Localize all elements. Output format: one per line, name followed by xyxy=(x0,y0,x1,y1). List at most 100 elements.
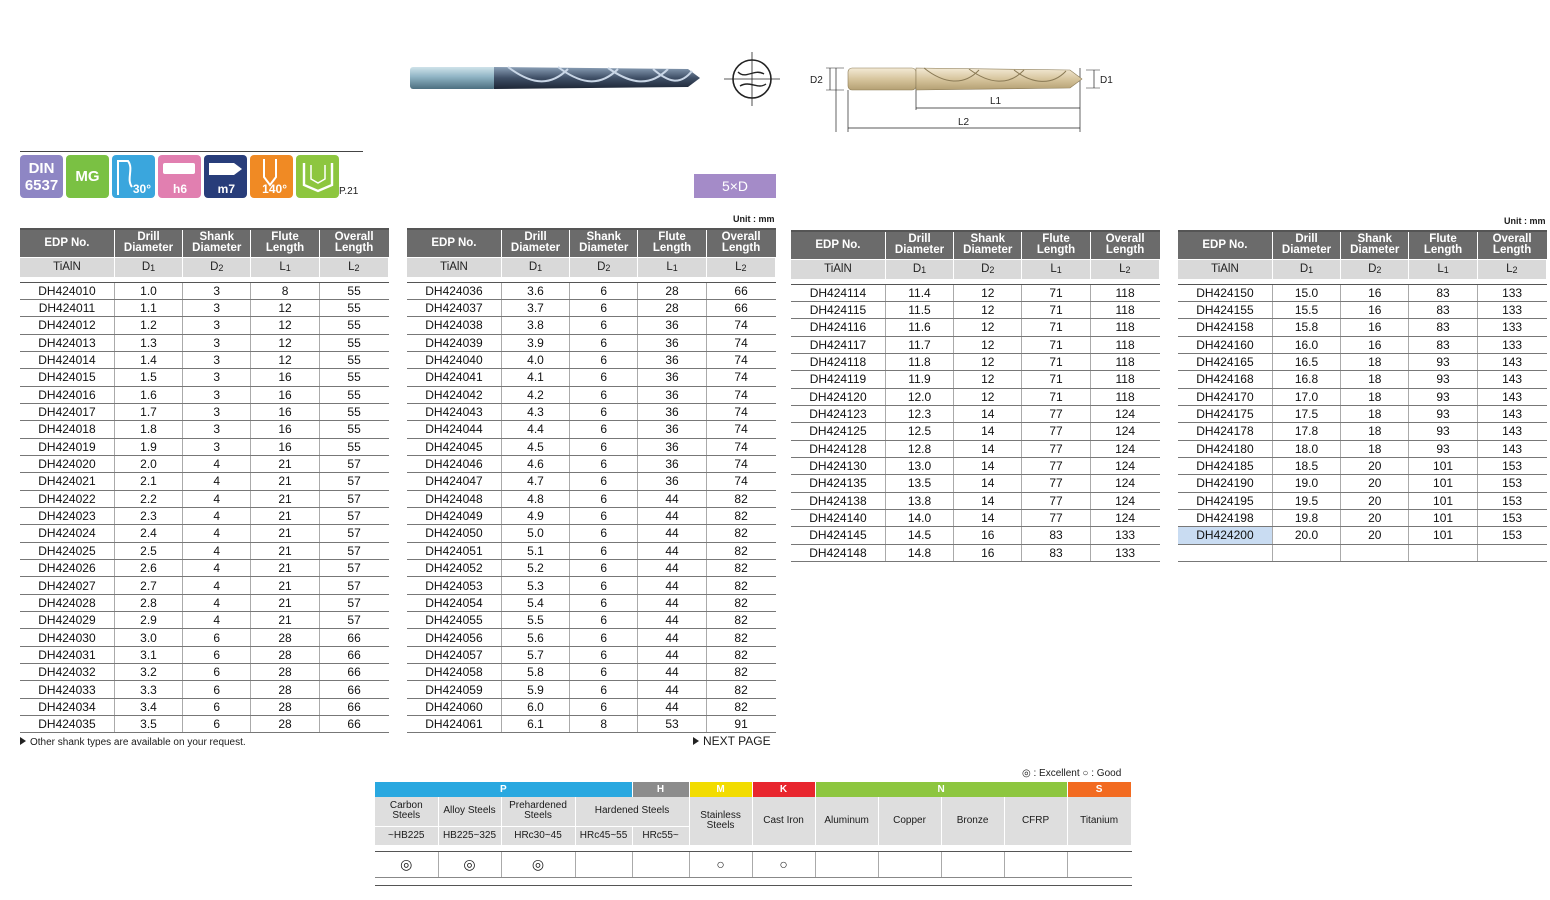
cell-flute-length: 71 xyxy=(1021,336,1091,354)
table-row xyxy=(1178,544,1547,563)
cell-flute-length: 28 xyxy=(250,663,320,682)
cell-drill-diameter: 17.5 xyxy=(1272,405,1342,424)
symbol-d2: D2 xyxy=(1340,258,1410,279)
cell-overall-length: 153 xyxy=(1477,474,1547,493)
cell-shank-diameter: 3 xyxy=(182,299,252,318)
cell-edp-no: DH424058 xyxy=(407,663,502,682)
cell-flute-length: 101 xyxy=(1408,457,1478,476)
cell-drill-diameter: 1.6 xyxy=(114,386,184,404)
cell-drill-diameter: 15.5 xyxy=(1272,301,1342,320)
table-row: DH424056 5.6 6 44 82 xyxy=(407,628,776,647)
cell-shank-diameter: 4 xyxy=(182,507,252,526)
material-name: Titanium xyxy=(1067,797,1132,845)
cell-edp-no: DH424178 xyxy=(1178,422,1273,441)
diameter-tolerance-icon: m7 xyxy=(204,155,247,198)
symbol-d1: D1 xyxy=(885,258,955,279)
table-row: DH424015 1.5 3 16 55 xyxy=(20,368,389,387)
cell-overall-length: 55 xyxy=(319,368,389,387)
cell-overall-length: 124 xyxy=(1090,440,1160,458)
cell-drill-diameter: 4.0 xyxy=(501,351,571,370)
cell-overall-length: 55 xyxy=(319,299,389,318)
cell-shank-diameter: 6 xyxy=(182,715,252,734)
table-row: DH424125 12.5 14 77 124 xyxy=(791,422,1160,441)
cell-overall-length: 124 xyxy=(1090,509,1160,528)
cell-edp-no: DH424035 xyxy=(20,715,115,734)
cell-overall-length: 55 xyxy=(319,403,389,422)
cell-shank-diameter: 12 xyxy=(953,336,1023,354)
cell-drill-diameter: 14.8 xyxy=(885,544,955,563)
table-row: DH424057 5.7 6 44 82 xyxy=(407,646,776,665)
cell-edp-no: DH424120 xyxy=(791,388,886,406)
cell-drill-diameter: 3.9 xyxy=(501,334,571,352)
label-d1: D1 xyxy=(1100,75,1113,86)
next-arrow-icon xyxy=(693,737,699,745)
cell-edp-no: DH424117 xyxy=(791,336,886,354)
cell-drill-diameter: 4.5 xyxy=(501,438,571,456)
next-page-link[interactable]: NEXT PAGE xyxy=(693,734,771,748)
cell-edp-no: DH424014 xyxy=(20,351,115,370)
material-rating xyxy=(815,851,879,878)
hardness-range: HB225~325 xyxy=(438,825,502,845)
cell-flute-length: 12 xyxy=(250,316,320,335)
table-row: DH424118 11.8 12 71 118 xyxy=(791,353,1160,372)
table-row: DH424178 17.8 18 93 143 xyxy=(1178,422,1547,441)
point-angle-icon: 140° xyxy=(250,155,293,198)
cell-shank-diameter: 12 xyxy=(953,370,1023,389)
cell-flute-length: 16 xyxy=(250,386,320,404)
cell-shank-diameter: 12 xyxy=(953,284,1023,302)
material-name: Aluminum xyxy=(815,797,879,845)
cell-overall-length: 82 xyxy=(706,698,776,717)
cell-edp-no: DH424059 xyxy=(407,680,502,699)
cell-overall-length: 118 xyxy=(1090,370,1160,389)
material-rating: ○ xyxy=(752,851,816,878)
cell-flute-length: 21 xyxy=(250,594,320,613)
table-row: DH424148 14.8 16 83 133 xyxy=(791,544,1160,563)
cell-overall-length: 82 xyxy=(706,628,776,647)
din-standard-icon: DIN 6537 xyxy=(20,155,63,198)
material-rating: ◎ xyxy=(375,851,439,878)
cell-flute-length: 71 xyxy=(1021,318,1091,337)
cell-flute-length: 83 xyxy=(1408,318,1478,337)
cell-flute-length: 28 xyxy=(637,299,707,318)
cell-edp-no: DH424040 xyxy=(407,351,502,370)
cell-overall-length: 82 xyxy=(706,524,776,543)
cell-drill-diameter: 5.9 xyxy=(501,680,571,699)
cell-shank-diameter: 14 xyxy=(953,474,1023,493)
cell-flute-length: 28 xyxy=(637,282,707,300)
cell-drill-diameter: 11.4 xyxy=(885,284,955,302)
table-row: DH424155 15.5 16 83 133 xyxy=(1178,301,1547,320)
symbol-d1: D1 xyxy=(501,256,571,277)
cell-overall-length: 66 xyxy=(319,646,389,665)
cell-shank-diameter: 20 xyxy=(1340,526,1410,545)
cell-edp-no: DH424135 xyxy=(791,474,886,493)
cell-edp-no: DH424022 xyxy=(20,490,115,508)
table-row: DH424145 14.5 16 83 133 xyxy=(791,526,1160,545)
cell-drill-diameter: 16.5 xyxy=(1272,353,1342,372)
cell-edp-no: DH424057 xyxy=(407,646,502,665)
cell-drill-diameter: 17.0 xyxy=(1272,388,1342,406)
material-group-m: M xyxy=(689,782,753,797)
cell-edp-no: DH424060 xyxy=(407,698,502,717)
cell-drill-diameter: 1.4 xyxy=(114,351,184,370)
cell-drill-diameter: 12.0 xyxy=(885,388,955,406)
table-row: DH424059 5.9 6 44 82 xyxy=(407,680,776,699)
cell-shank-diameter: 4 xyxy=(182,542,252,561)
cell-shank-diameter: 3 xyxy=(182,386,252,404)
cell-edp-no: DH424037 xyxy=(407,299,502,318)
cell-flute-length: 77 xyxy=(1021,405,1091,424)
cell-drill-diameter: 2.7 xyxy=(114,576,184,595)
cell-flute-length: 12 xyxy=(250,299,320,318)
cell-edp-no: DH424024 xyxy=(20,524,115,543)
cell-flute-length: 28 xyxy=(250,715,320,734)
hardness-range: HRc30~45 xyxy=(501,825,576,845)
cell-overall-length: 82 xyxy=(706,594,776,613)
table-row: DH424140 14.0 14 77 124 xyxy=(791,509,1160,528)
cell-edp-no: DH424170 xyxy=(1178,388,1273,406)
table-row: DH424058 5.8 6 44 82 xyxy=(407,663,776,682)
cell-edp-no: DH424128 xyxy=(791,440,886,458)
cell-overall-length: 118 xyxy=(1090,301,1160,320)
material-group-p: P xyxy=(375,782,633,797)
cell-edp-no: DH424200 xyxy=(1178,526,1273,545)
cell-shank-diameter: 6 xyxy=(569,472,639,491)
cell-overall-length: 153 xyxy=(1477,526,1547,545)
